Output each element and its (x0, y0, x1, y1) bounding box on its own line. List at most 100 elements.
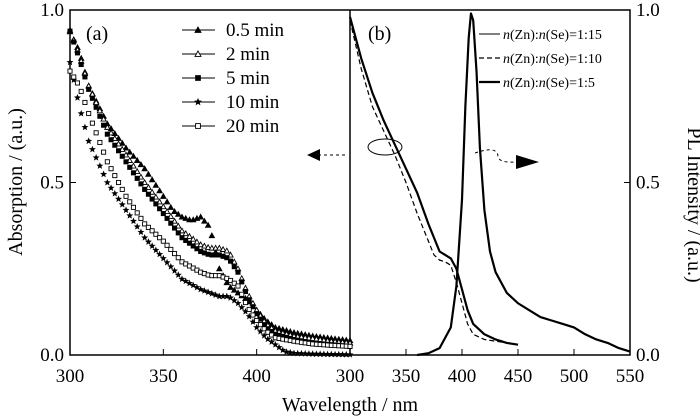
data-point-a (160, 238, 166, 244)
series-a-3 (66, 58, 354, 358)
x-tick-label-b: 300 (336, 366, 365, 387)
data-point-a (141, 165, 149, 172)
data-point-a (223, 247, 231, 254)
data-point-a (152, 181, 160, 188)
data-point-a (137, 228, 145, 236)
legend-item-b: n(Zn):n(Se)=1:10 (479, 52, 602, 67)
data-point-a (171, 267, 179, 274)
data-point-a (197, 213, 205, 220)
legend-item-b: n(Zn):n(Se)=1:5 (479, 76, 595, 91)
legend-label-b: n(Zn):n(Se)=1:10 (503, 52, 602, 67)
panel-label-a: (a) (86, 23, 108, 45)
data-point-a (86, 86, 92, 92)
data-point-a (171, 207, 178, 215)
data-point-a (89, 120, 95, 126)
data-point-a (67, 28, 73, 34)
data-point-a (246, 306, 252, 312)
data-point-a (204, 243, 212, 250)
data-point-a (305, 350, 313, 357)
data-point-a (134, 210, 140, 216)
data-point-a (182, 277, 190, 285)
data-point-a (269, 332, 275, 338)
data-point-a (182, 230, 190, 237)
data-point-a (93, 130, 99, 136)
data-point-a (250, 312, 256, 318)
y-axis-title-left: Absorption / (a.u.) (5, 108, 27, 256)
data-point-a (339, 350, 347, 358)
data-point-a (219, 292, 227, 300)
data-point-a (182, 214, 190, 221)
data-point-a (279, 346, 287, 354)
data-point-a (179, 235, 185, 241)
data-point-a (159, 254, 167, 262)
legend-item-a: 2 min (182, 44, 270, 65)
data-point-a (204, 221, 212, 228)
data-point-a (228, 277, 234, 284)
data-point-a (249, 318, 257, 325)
data-point-a (142, 186, 148, 192)
legend-marker-a (194, 26, 202, 33)
data-point-a (324, 350, 332, 358)
data-point-a (149, 196, 155, 202)
data-point-a (96, 162, 104, 169)
data-point-a (134, 175, 140, 181)
data-point-a (186, 240, 192, 246)
data-point-a (189, 235, 197, 242)
data-point-a (204, 288, 212, 296)
data-point-a (250, 304, 256, 310)
legend-item-a: 10 min (182, 92, 280, 113)
data-point-a (231, 264, 237, 270)
data-point-a (256, 327, 264, 335)
data-point-a (130, 170, 136, 176)
legend-label-a: 0.5 min (226, 20, 285, 41)
data-point-a (290, 349, 298, 357)
legend-label-a: 5 min (226, 68, 270, 89)
data-point-a (297, 349, 305, 357)
data-point-a (92, 153, 100, 161)
data-point-a (122, 206, 130, 214)
data-point-a (112, 173, 118, 179)
legend-item-a: 20 min (182, 116, 280, 137)
data-point-a (235, 269, 241, 275)
data-point-a (186, 232, 193, 239)
data-point-a (312, 350, 320, 358)
data-point-a (227, 283, 234, 290)
data-point-a (309, 350, 317, 357)
data-point-a (175, 255, 181, 261)
legend-label-b: n(Zn):n(Se)=1:15 (503, 28, 602, 43)
data-point-a (261, 326, 267, 332)
data-point-a (93, 104, 99, 110)
data-point-a (153, 231, 159, 237)
legend-marker-a (194, 50, 202, 57)
data-point-a (320, 350, 328, 358)
data-point-a (163, 258, 171, 266)
data-point-a (174, 210, 182, 217)
x-tick-label-a: 300 (56, 366, 85, 387)
data-point-a (156, 250, 164, 258)
data-point-a (119, 153, 125, 159)
y-tick-label-left: 0.5 (40, 173, 64, 194)
data-point-a (239, 291, 245, 297)
data-point-a (167, 203, 175, 210)
data-point-a (327, 350, 335, 358)
data-point-a (219, 245, 227, 252)
data-point-a (164, 215, 170, 221)
legend-marker-a (195, 123, 201, 129)
data-point-a (138, 181, 144, 187)
data-point-a (212, 291, 220, 298)
panel-label-b: (b) (368, 23, 391, 45)
data-point-a (96, 107, 104, 114)
data-point-a (163, 198, 171, 205)
data-point-a (185, 279, 193, 287)
data-point-a (190, 243, 196, 249)
series-line-b-absorption-2 (348, 16, 519, 346)
legend-marker-a (195, 75, 201, 81)
y-tick-label-left: 0.0 (40, 345, 64, 366)
data-point-a (346, 350, 354, 358)
data-point-a (215, 265, 223, 272)
y-tick-label-right: 0.5 (636, 173, 660, 194)
data-point-a (71, 74, 77, 80)
data-point-a (230, 296, 238, 304)
data-point-a (142, 221, 148, 227)
data-point-a (71, 39, 77, 45)
